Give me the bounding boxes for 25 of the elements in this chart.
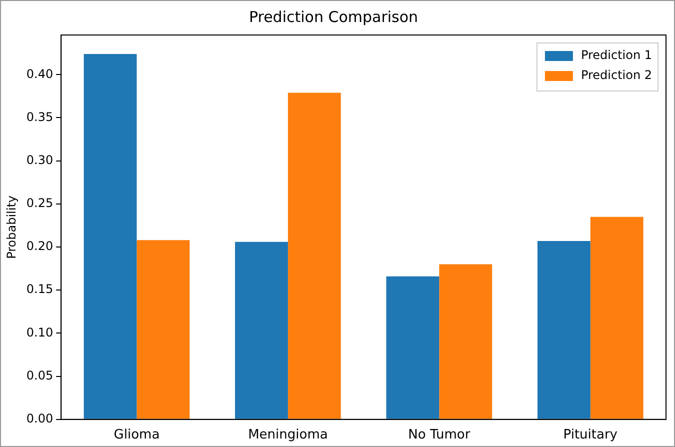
bar [439, 264, 492, 419]
y-tick-label: 0.25 [26, 196, 54, 210]
x-tick-label: Pituitary [563, 428, 618, 443]
chart-title: Prediction Comparison [248, 8, 418, 26]
legend-label: Prediction 2 [580, 68, 652, 82]
bar [84, 54, 137, 419]
bar [590, 216, 644, 419]
x-tick-label: Meningioma [248, 428, 328, 443]
y-tick-label: 0.40 [26, 66, 54, 81]
bar [235, 242, 288, 419]
legend-label: Prediction 1 [580, 48, 652, 62]
bar [136, 240, 190, 419]
bar [537, 240, 590, 419]
x-tick-label: No Tumor [408, 428, 471, 443]
bar [288, 92, 341, 419]
y-tick-label: 0.10 [26, 325, 54, 340]
bar [386, 276, 440, 419]
y-tick-label: 0.15 [26, 282, 54, 296]
y-tick-label: 0.30 [26, 152, 54, 167]
y-tick-label: 0.00 [26, 412, 54, 426]
x-tick-label: Glioma [114, 428, 160, 443]
y-tick-label: 0.35 [26, 110, 54, 124]
y-tick-label: 0.05 [26, 368, 54, 382]
y-axis-title: Probability [4, 195, 18, 259]
y-tick-label: 0.20 [26, 239, 54, 254]
